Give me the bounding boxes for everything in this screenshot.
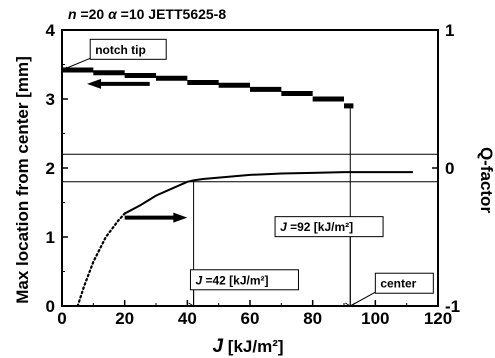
series-q-factor-dotted [76, 212, 126, 308]
callout-box-notch-tip [89, 38, 167, 60]
x-tick-label-20: 20 [115, 309, 134, 328]
callout-arrowhead-j42 [188, 302, 194, 307]
callout-box-center [374, 272, 434, 294]
callout-j92: J =92 [kJ/m²] [274, 216, 384, 307]
arrow-right [124, 212, 188, 223]
callout-arrowhead-notch-tip [61, 66, 68, 71]
callout-arrowhead-j92 [345, 302, 351, 307]
y-left-tick-label-1: 1 [46, 228, 55, 247]
axis-ticks: 0 20 40 60 80 100 120 0 1 2 3 4 -1 0 1 [46, 21, 461, 328]
y-right-tick-label--1: -1 [445, 297, 460, 316]
arrow-left [87, 78, 150, 89]
header-part-3: =10 JETT5625-8 [117, 6, 227, 22]
callout-text-j42: J =42 [kJ/m²] [195, 273, 268, 287]
chart-header: n =20 α =10 JETT5625-8 [68, 6, 226, 22]
y-axis-label-right: Q-factor [477, 147, 495, 214]
y-left-tick-label-4: 4 [46, 21, 56, 40]
x-tick-label-0: 0 [57, 309, 66, 328]
x-axis-label-unit: [kJ/m²] [228, 337, 284, 356]
callout-j42: J =42 [kJ/m²] [188, 269, 299, 307]
x-axis-label: J [kJ/m²] [212, 336, 283, 357]
callout-text-j92: J =92 [kJ/m²] [280, 220, 353, 234]
y-right-tick-label-1: 1 [445, 21, 454, 40]
x-axis-label-symbol: J [212, 336, 223, 357]
y-right-tick-label-0: 0 [445, 159, 454, 178]
x-tick-label-120: 120 [424, 309, 452, 328]
series-max-location [62, 67, 354, 109]
x-tick-label-40: 40 [178, 309, 197, 328]
callout-j-j92: J [280, 220, 287, 234]
series-q-factor [124, 171, 413, 215]
callout-center: center [350, 272, 434, 307]
direction-arrows [87, 78, 188, 223]
callout-notch-tip: notch tip [61, 38, 167, 71]
callout-text-center: center [380, 277, 416, 291]
header-part-1: =20 [77, 6, 109, 22]
x-tick-label-60: 60 [241, 309, 260, 328]
y-left-tick-label-3: 3 [46, 90, 55, 109]
callout-box-j42 [189, 269, 299, 291]
callout-value-j42: =42 [kJ/m²] [202, 273, 268, 287]
callout-leader-notch-tip [61, 57, 91, 71]
header-part-0: n [68, 6, 77, 22]
header-part-2: α [108, 6, 118, 22]
data-series [61, 67, 413, 308]
y-left-tick-label-2: 2 [46, 159, 55, 178]
x-tick-label-80: 80 [303, 309, 322, 328]
callout-j-j42: J [195, 273, 202, 287]
callout-arrowhead-center [350, 302, 356, 307]
callout-value-j92: =92 [kJ/m²] [287, 220, 353, 234]
callout-box-j92 [274, 216, 384, 238]
y-left-tick-label-0: 0 [46, 297, 55, 316]
x-tick-label-100: 100 [361, 309, 389, 328]
y-axis-label-left: Max location from center [mm] [13, 56, 32, 304]
callout-text-notch-tip: notch tip [95, 43, 146, 57]
